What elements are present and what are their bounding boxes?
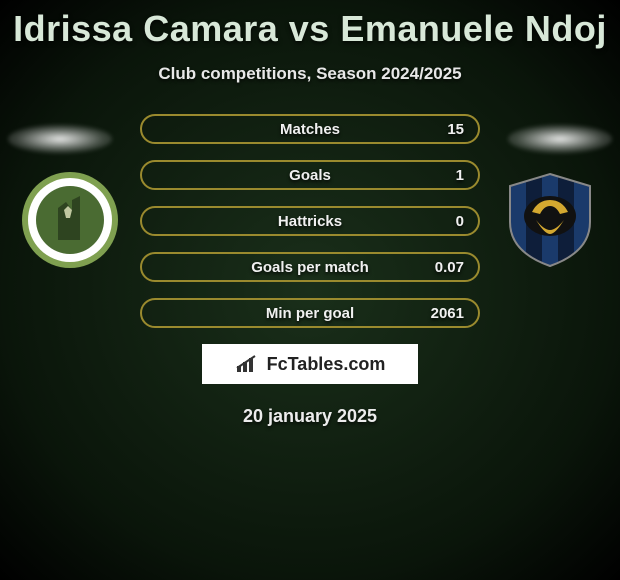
stat-row: Min per goal 2061 (140, 298, 480, 328)
stat-label: Min per goal (266, 305, 354, 322)
stat-row: Goals 1 (140, 160, 480, 190)
date-label: 20 january 2025 (0, 406, 620, 427)
page-title: Idrissa Camara vs Emanuele Ndoj (0, 0, 620, 50)
stat-value: 0.07 (435, 259, 464, 276)
stat-row: Matches 15 (140, 114, 480, 144)
stat-label: Goals (289, 167, 331, 184)
stat-label: Matches (280, 121, 340, 138)
spotlight-left (8, 125, 112, 153)
stat-value: 0 (456, 213, 464, 230)
stat-value: 2061 (431, 305, 464, 322)
subtitle: Club competitions, Season 2024/2025 (0, 64, 620, 84)
stats-container: Matches 15 Goals 1 Hattricks 0 Goals per… (140, 114, 480, 328)
team-crest-right (500, 170, 600, 270)
chart-icon (235, 354, 263, 374)
stat-label: Goals per match (251, 259, 369, 276)
stat-row: Goals per match 0.07 (140, 252, 480, 282)
stat-value: 15 (447, 121, 464, 138)
brand-text: FcTables.com (267, 354, 386, 375)
stat-row: Hattricks 0 (140, 206, 480, 236)
stat-value: 1 (456, 167, 464, 184)
brand-badge: FcTables.com (202, 344, 418, 384)
team-crest-left (20, 170, 120, 270)
stat-label: Hattricks (278, 213, 342, 230)
shield-icon (500, 170, 600, 270)
spotlight-right (508, 125, 612, 153)
shield-icon (20, 170, 120, 270)
